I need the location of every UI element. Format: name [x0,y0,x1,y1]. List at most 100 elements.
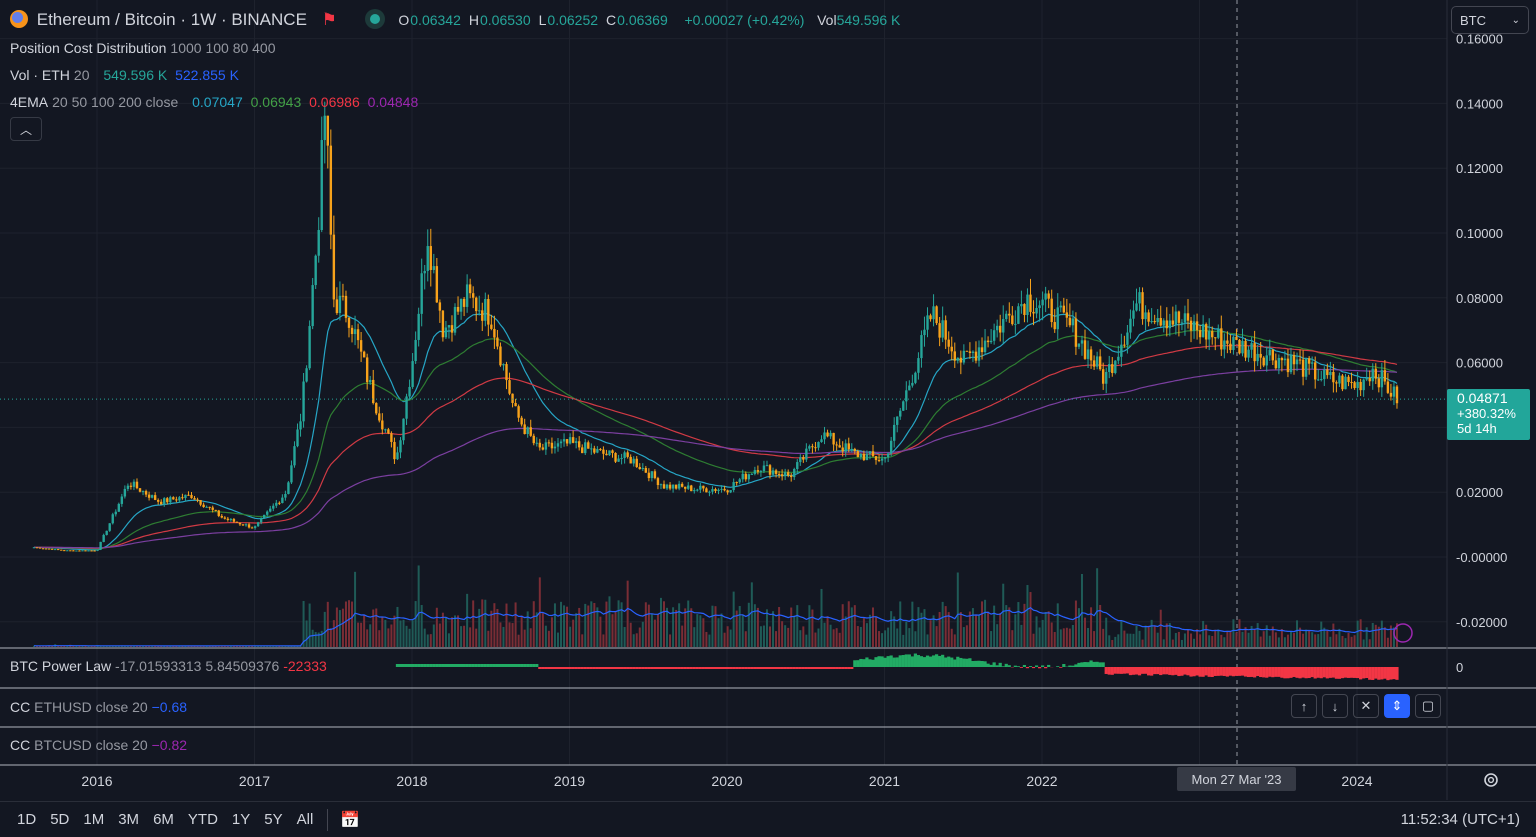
volume-bar [1354,635,1356,647]
power-law-bar [777,667,780,669]
candle-body [660,484,662,485]
collapse-legend-button[interactable]: ︿ [10,117,42,141]
maximize-pane-button[interactable]: ⇕ [1384,694,1410,718]
last-change: +380.32% [1457,406,1530,421]
range-button-5d[interactable]: 5D [50,811,69,828]
power-law-legend[interactable]: BTC Power Law -17.01593313 5.84509376 -2… [10,658,327,674]
power-law-bar [1199,667,1202,677]
volume-bar [696,614,698,647]
range-button-3m[interactable]: 3M [118,811,139,828]
power-law-bar [569,667,572,669]
cc-btc-value: −0.82 [152,737,187,753]
candle-body [190,495,192,498]
candle-body [678,484,680,489]
power-law-bar [399,664,402,667]
volume-bar [615,612,617,647]
volume-bar [1114,637,1116,647]
symbol-title[interactable]: Ethereum / Bitcoin · 1W · BINANCE [37,10,307,29]
delete-pane-button[interactable]: ✕ [1353,694,1379,718]
candle-body [1120,345,1122,357]
market-status-icon[interactable] [370,14,380,24]
candle-body [45,548,47,549]
power-law-bar [532,664,535,667]
volume-bar [1290,632,1292,647]
power-law-bar [1092,662,1095,667]
candle-body [1023,304,1025,315]
volume-bar [403,620,405,647]
candle-body [490,325,492,329]
range-button-1y[interactable]: 1Y [232,811,250,828]
volume-bar [960,612,962,647]
cc-btc-legend[interactable]: CC BTCUSD close 20 −0.82 [10,737,187,753]
move-pane-down-button[interactable]: ↓ [1322,694,1348,718]
range-button-ytd[interactable]: YTD [188,811,218,828]
candle-body [1105,372,1107,384]
range-button-5y[interactable]: 5Y [264,811,282,828]
candle-body [112,514,114,523]
power-law-bar [602,667,605,669]
candle-body [1202,324,1204,337]
volume-bar [406,626,408,647]
candle-body [1172,320,1174,324]
candle-body [363,352,365,358]
candle-body [966,351,968,352]
range-button-1m[interactable]: 1M [83,811,104,828]
power-law-bar [1008,665,1011,667]
vol-label: Vol [817,12,836,28]
volume-bar [463,626,465,647]
volume-bar [1375,625,1377,647]
flag-icon[interactable]: ⚑ [322,10,337,29]
volume-bar [427,634,429,647]
candle-body [654,471,656,478]
restore-pane-button[interactable]: ▢ [1415,694,1441,718]
power-law-bar [1017,666,1020,667]
volume-bar [1381,621,1383,647]
power-law-bar [699,667,702,669]
power-law-bar [1329,667,1332,678]
calendar-icon[interactable]: 📅 [340,810,360,830]
ema-params: 20 50 100 200 close [52,94,178,110]
candle-body [233,519,235,522]
candle-body [205,507,207,508]
candle-body [723,489,725,490]
candle-body [278,503,280,504]
volume-bar [1008,607,1010,647]
clock[interactable]: 11:52:34 (UTC+1) [1401,811,1520,828]
candle-body [814,447,816,448]
power-law-bar [1026,667,1029,668]
candle-body [248,524,250,527]
gear-icon[interactable] [1482,771,1500,789]
range-button-1d[interactable]: 1D [17,811,36,828]
candle-body [1247,350,1249,358]
volume-bar [942,602,944,647]
volume-bar [466,594,468,647]
volume-bar [872,607,874,647]
candle-body [587,442,589,448]
volume-bar [1084,618,1086,647]
power-law-bar [723,667,726,669]
range-button-all[interactable]: All [297,811,314,828]
symbol-logo[interactable] [10,10,28,28]
currency-select[interactable]: BTC ⌄ [1451,6,1529,34]
candle-body [148,495,150,498]
candle-body [417,314,419,340]
range-button-6m[interactable]: 6M [153,811,174,828]
power-law-bar [1341,667,1344,678]
volume-bar [618,600,620,647]
volume-bar [1344,638,1346,647]
candle-body [172,497,174,499]
volume-bar [1178,632,1180,647]
volume-bar [1223,637,1225,647]
candle-body [121,497,123,504]
chart-canvas[interactable]: 0.160000.140000.120000.100000.080000.060… [0,0,1536,800]
volume-bar [569,627,571,647]
cc-eth-legend[interactable]: CC ETHUSD close 20 −0.68 [10,699,187,715]
candle-body [687,485,689,488]
power-law-bar [968,658,971,667]
candle-body [699,486,701,490]
volume-bar [1329,637,1331,647]
move-pane-up-button[interactable]: ↑ [1291,694,1317,718]
